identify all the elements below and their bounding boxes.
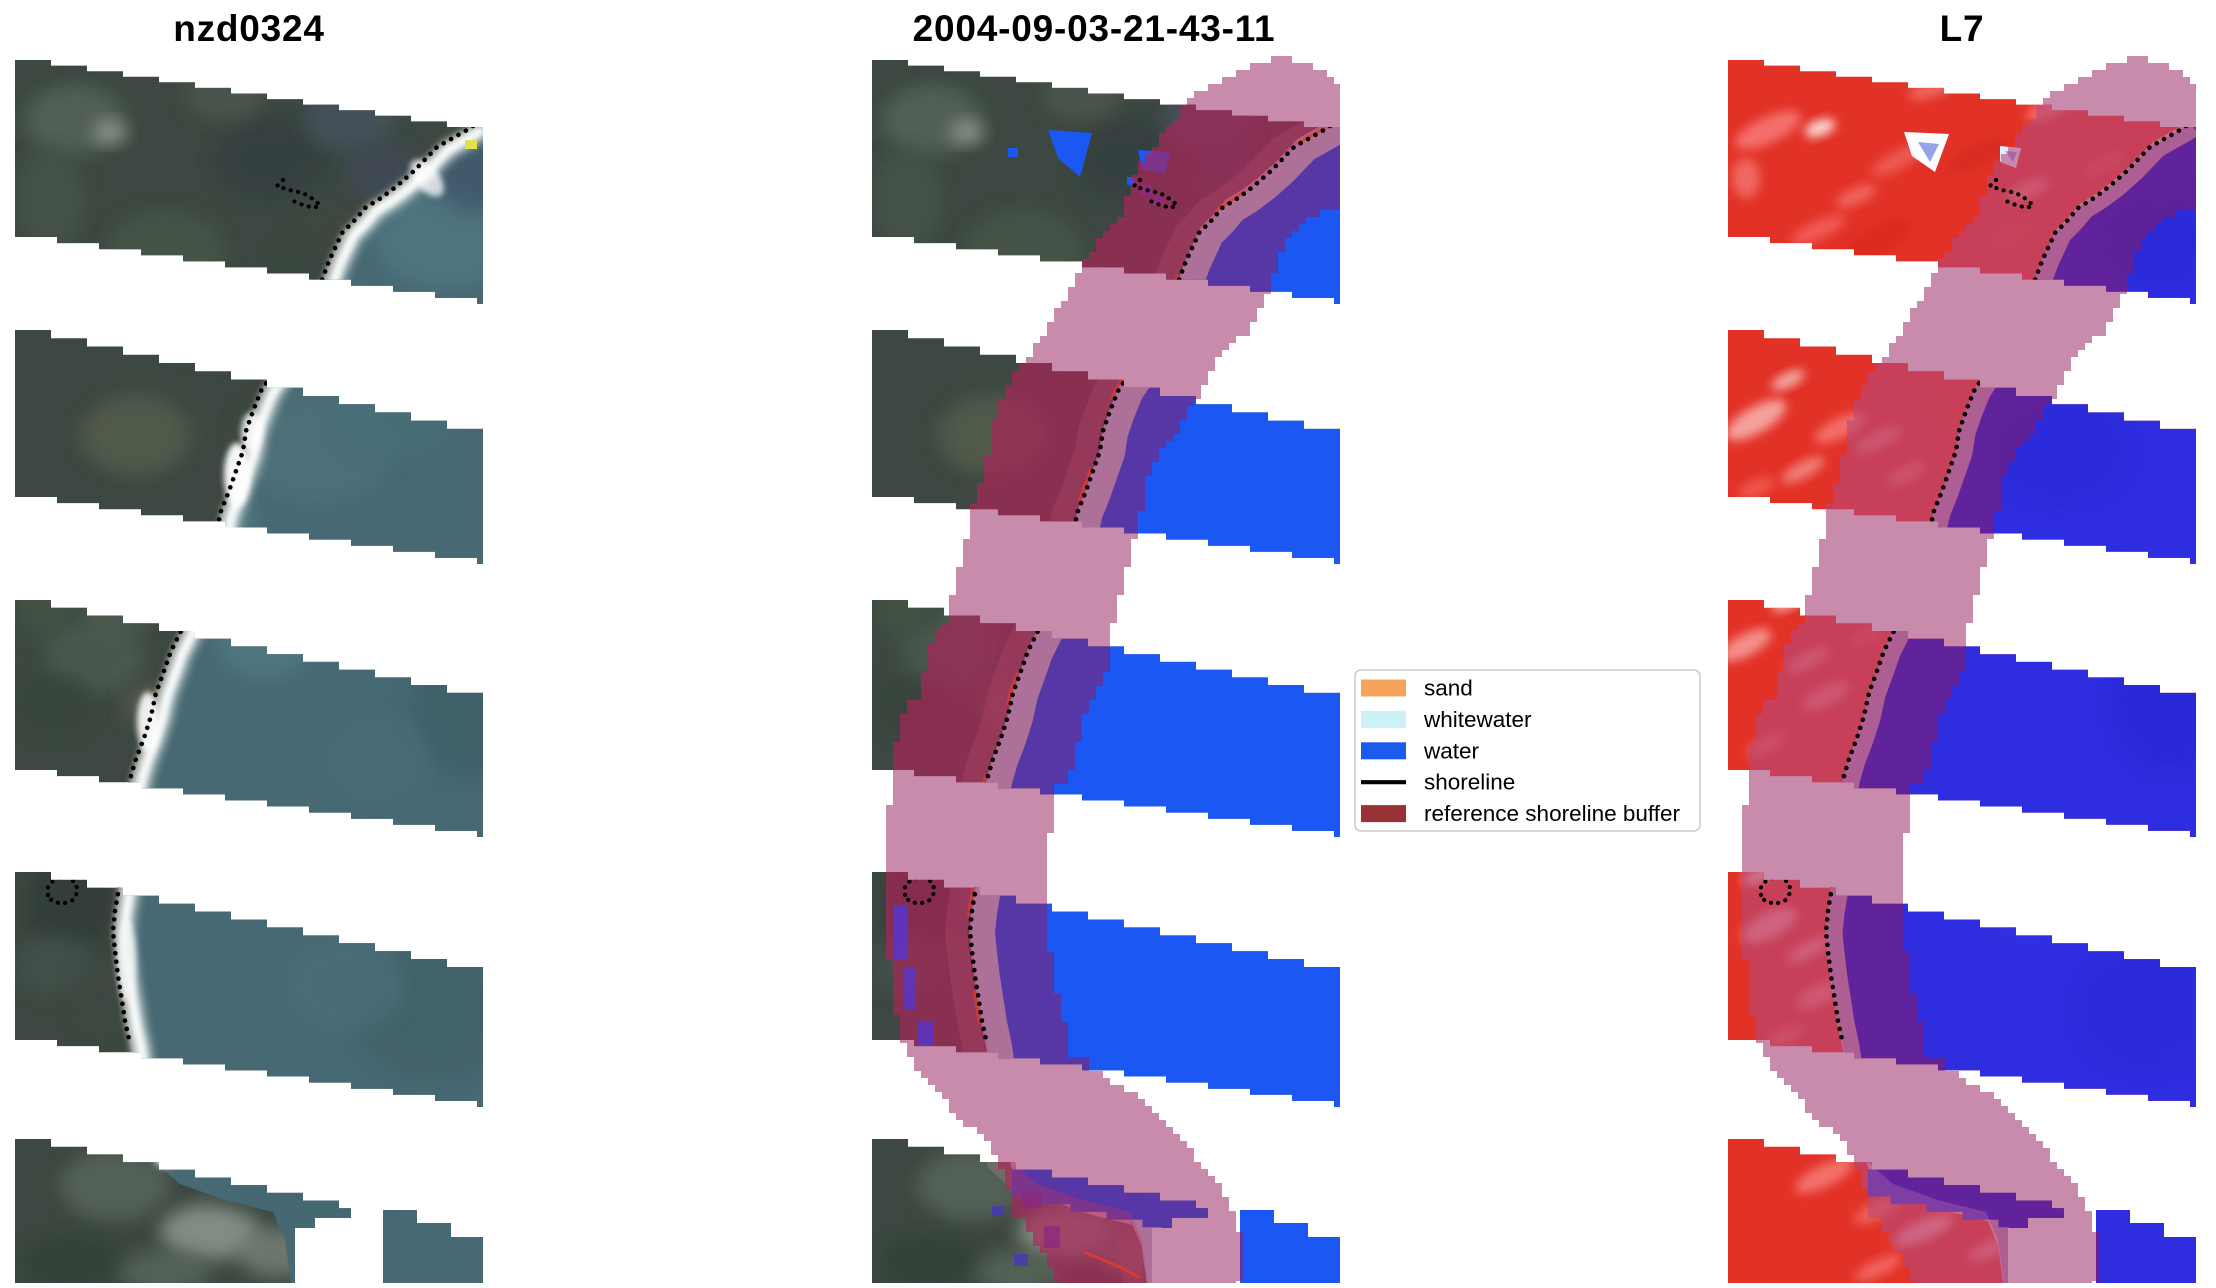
svg-text:nzd0324: nzd0324 — [173, 8, 325, 49]
svg-text:L7: L7 — [1940, 8, 1985, 49]
svg-text:whitewater: whitewater — [1423, 707, 1532, 732]
svg-text:reference shoreline buffer: reference shoreline buffer — [1424, 801, 1680, 826]
svg-text:sand: sand — [1424, 676, 1473, 701]
svg-text:water: water — [1423, 738, 1480, 763]
svg-text:shoreline: shoreline — [1424, 770, 1515, 795]
svg-text:2004-09-03-21-43-11: 2004-09-03-21-43-11 — [913, 8, 1276, 49]
